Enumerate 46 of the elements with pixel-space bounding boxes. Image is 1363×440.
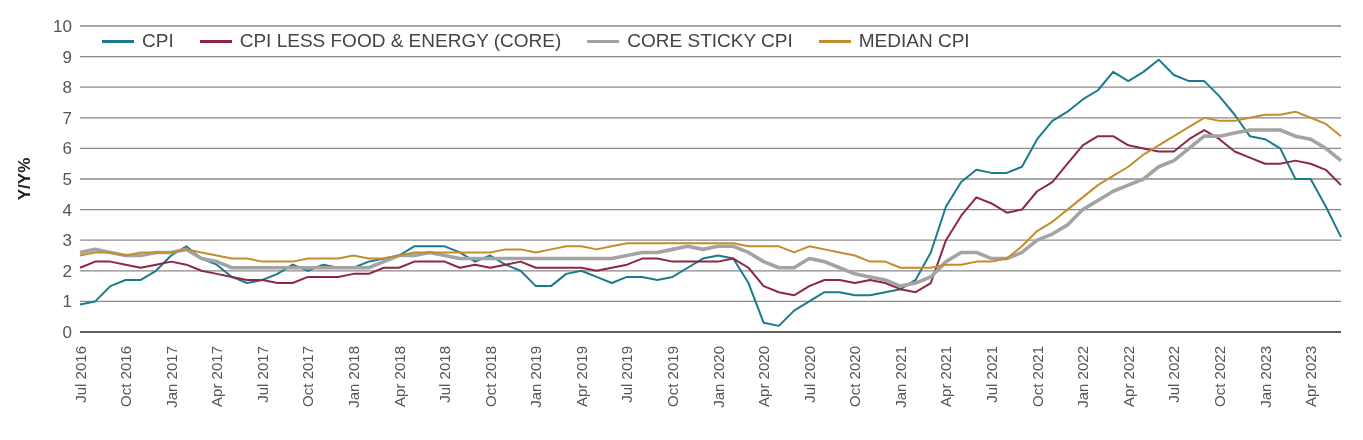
- y-axis-title: Y/Y%: [15, 157, 35, 201]
- line-series: [79, 110, 1342, 269]
- x-tick-label: Apr 2017: [208, 346, 226, 407]
- x-tick-label: Jul 2018: [436, 346, 454, 403]
- x-tick-label: Jan 2020: [709, 346, 727, 408]
- y-tick-label: 0: [62, 323, 72, 343]
- x-tick-label: Oct 2017: [299, 346, 317, 407]
- x-tick-label: Apr 2018: [390, 346, 408, 407]
- x-tick-label: Apr 2021: [937, 346, 955, 407]
- x-tick-label: Jul 2017: [253, 346, 271, 403]
- x-tick-label: Apr 2022: [1119, 346, 1137, 407]
- x-tick-label: Apr 2019: [572, 346, 590, 407]
- y-tick-label: 2: [62, 261, 72, 281]
- y-tick-label: 6: [62, 139, 72, 159]
- y-tick-label: 9: [62, 47, 72, 67]
- x-tick-label: Oct 2020: [846, 346, 864, 407]
- x-tick-label: Jan 2022: [1074, 346, 1092, 408]
- line-series: [79, 58, 1342, 327]
- x-tick-label: Jan 2019: [527, 346, 545, 408]
- y-tick-label: 1: [62, 292, 72, 312]
- x-tick-label: Jul 2020: [800, 346, 818, 403]
- x-tick-label: Jan 2023: [1256, 346, 1274, 408]
- legend-label: MEDIAN CPI: [858, 30, 970, 52]
- y-tick-label: 4: [62, 200, 72, 220]
- x-tick-label: Jul 2019: [618, 346, 636, 403]
- x-tick-label: Oct 2022: [1210, 346, 1228, 407]
- y-tick-label: 10: [53, 17, 72, 37]
- x-tick-label: Oct 2018: [481, 346, 499, 407]
- x-tick-label: Jul 2021: [983, 346, 1001, 403]
- x-tick-label: Oct 2019: [664, 346, 682, 407]
- y-tick-label: 7: [62, 108, 72, 128]
- legend-label: CPI LESS FOOD & ENERGY (CORE): [239, 30, 562, 52]
- x-tick-label: Apr 2023: [1302, 346, 1320, 407]
- x-tick-label: Jul 2016: [71, 346, 89, 403]
- x-tick-label: Apr 2020: [755, 346, 773, 407]
- x-tick-label: Jan 2021: [891, 346, 909, 408]
- legend-label: CPI: [142, 30, 174, 52]
- x-tick-label: Jan 2018: [344, 346, 362, 408]
- y-tick-label: 5: [62, 170, 72, 190]
- x-tick-label: Jan 2017: [162, 346, 180, 408]
- x-tick-label: Oct 2016: [117, 346, 135, 407]
- legend-label: CORE STICKY CPI: [627, 30, 793, 52]
- x-tick-label: Jul 2022: [1165, 346, 1183, 403]
- y-tick-label: 3: [62, 231, 72, 251]
- y-tick-label: 8: [62, 78, 72, 98]
- x-tick-label: Oct 2021: [1028, 346, 1046, 407]
